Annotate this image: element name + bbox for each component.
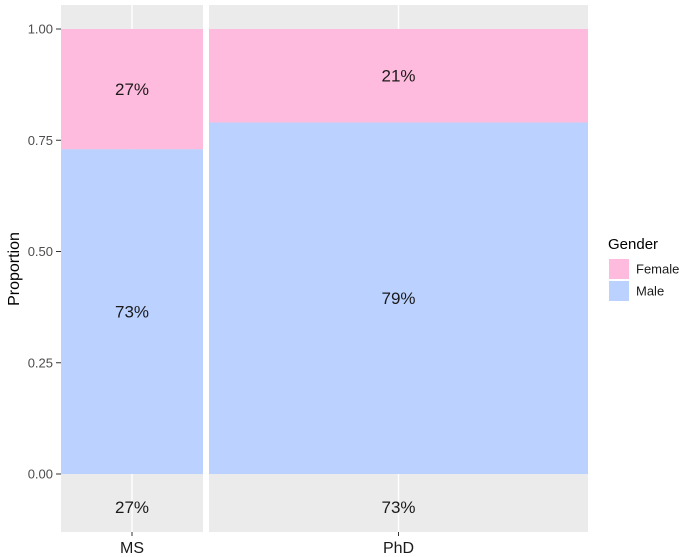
y-tick-label-0-00: 0.00	[28, 467, 53, 482]
legend-items: Female Male	[609, 259, 679, 301]
bar-segment-ms-female	[61, 29, 203, 150]
legend-title: Gender	[608, 236, 658, 253]
y-axis-title: Proportion	[6, 232, 23, 306]
bar-segment-phd-male	[209, 122, 588, 474]
category-weight-label-ms: 27%	[115, 498, 149, 517]
segment-label-ms-female: 27%	[115, 80, 149, 99]
bar-segment-ms-male	[61, 149, 203, 474]
y-tick-label-0-25: 0.25	[28, 355, 53, 370]
y-tick-label-0-75: 0.75	[28, 133, 53, 148]
labels-layer: 73% 27% 27% 79% 21% 73%	[115, 67, 416, 517]
bars-layer	[61, 29, 588, 474]
legend: Gender Female Male	[608, 236, 679, 301]
x-tick-label-ms: MS	[120, 540, 144, 557]
legend-label-female: Female	[636, 262, 679, 277]
bar-segment-phd-female	[209, 29, 588, 123]
y-tick-label-0-50: 0.50	[28, 244, 53, 259]
legend-key-male	[609, 281, 629, 301]
legend-label-male: Male	[636, 284, 664, 299]
segment-label-phd-female: 21%	[381, 67, 415, 86]
y-axis: 0.00 0.25 0.50 0.75 1.00	[28, 22, 61, 482]
legend-key-female	[609, 259, 629, 279]
x-axis: MS PhD	[120, 532, 414, 557]
segment-label-phd-male: 79%	[381, 289, 415, 308]
y-tick-label-1-00: 1.00	[28, 22, 53, 37]
segment-label-ms-male: 73%	[115, 303, 149, 322]
category-weight-label-phd: 73%	[381, 498, 415, 517]
x-tick-label-phd: PhD	[383, 540, 414, 557]
